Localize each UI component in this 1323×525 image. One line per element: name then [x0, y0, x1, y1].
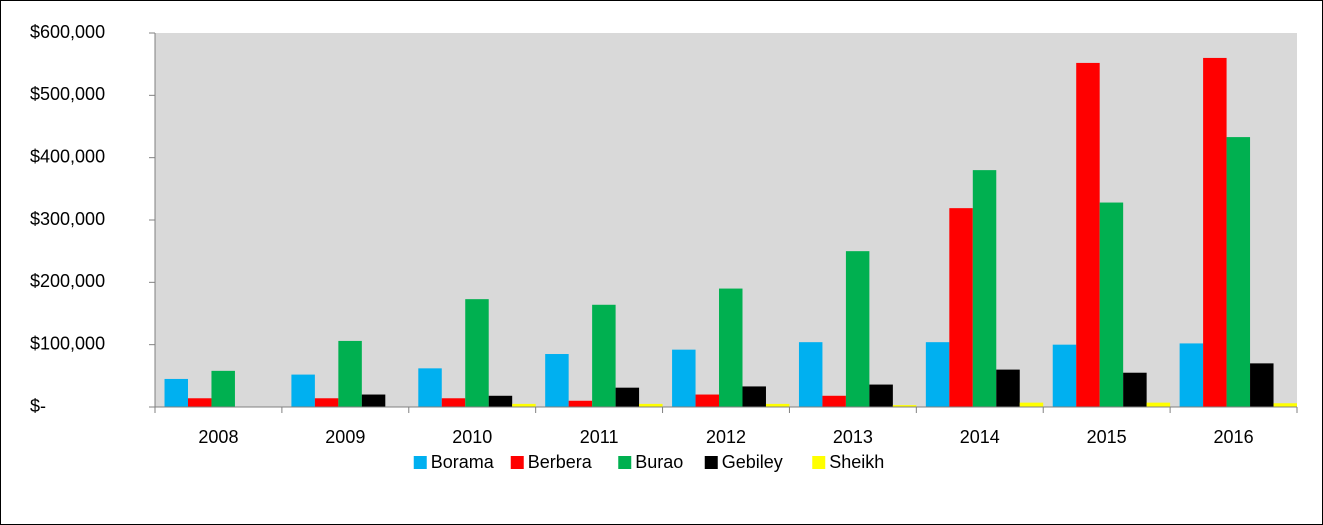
- legend-label: Borama: [431, 452, 495, 472]
- bar: [869, 384, 893, 407]
- bar: [512, 403, 536, 407]
- bar: [418, 368, 442, 407]
- bar: [765, 403, 790, 407]
- bar: [845, 251, 870, 407]
- x-tick-label: 2015: [1087, 427, 1127, 447]
- x-tick-label: 2016: [1214, 427, 1254, 447]
- bar: [1076, 62, 1100, 408]
- bar: [996, 369, 1020, 407]
- bar: [949, 208, 973, 407]
- bar: [441, 398, 466, 407]
- bar: [164, 378, 188, 407]
- bar: [639, 403, 663, 407]
- bar: [211, 370, 235, 407]
- legend-swatch: [510, 456, 524, 469]
- x-tick-label: 2012: [706, 427, 746, 447]
- legend-swatch: [812, 456, 826, 469]
- bar: [892, 405, 917, 407]
- bar: [615, 387, 640, 407]
- legend-label: Burao: [635, 452, 683, 472]
- x-tick-label: 2009: [325, 427, 365, 447]
- bar: [361, 394, 386, 407]
- bar: [719, 288, 743, 407]
- bar: [291, 374, 315, 407]
- y-tick-label: $400,000: [30, 146, 105, 166]
- bar: [822, 395, 846, 407]
- bar: [798, 342, 823, 407]
- legend-label: Berbera: [528, 452, 593, 472]
- legend-label: Sheikh: [829, 452, 884, 472]
- bar: [672, 349, 696, 407]
- bar: [1203, 57, 1227, 407]
- bar: [972, 170, 997, 407]
- y-tick-label: $-: [30, 396, 46, 416]
- bar: [488, 395, 513, 407]
- y-tick-label: $200,000: [30, 271, 105, 291]
- bar: [187, 398, 212, 407]
- y-tick-label: $500,000: [30, 84, 105, 104]
- bar: [1226, 137, 1251, 407]
- x-tick-label: 2013: [833, 427, 873, 447]
- bar: [1146, 402, 1171, 407]
- x-tick-label: 2014: [960, 427, 1000, 447]
- x-tick-label: 2010: [452, 427, 492, 447]
- bar: [465, 299, 489, 407]
- bar: [1273, 403, 1297, 407]
- bar: [568, 400, 593, 407]
- bar: [1123, 372, 1147, 407]
- x-tick-label: 2011: [580, 427, 619, 447]
- bar: [695, 394, 720, 407]
- bar: [1179, 343, 1204, 407]
- y-tick-label: $600,000: [30, 22, 105, 42]
- bar: [1099, 202, 1124, 407]
- legend-swatch: [618, 456, 632, 469]
- bar: [1052, 344, 1077, 407]
- bar: [1019, 402, 1044, 407]
- x-tick-label: 2008: [198, 427, 238, 447]
- bar: [742, 386, 766, 407]
- legend-swatch: [704, 456, 718, 469]
- legend-swatch: [413, 456, 427, 469]
- bar: [925, 342, 950, 407]
- legend-label: Gebiley: [722, 452, 783, 472]
- bar: [338, 340, 362, 407]
- bar: [1250, 363, 1274, 407]
- bar: [314, 398, 339, 407]
- bar: [545, 354, 569, 407]
- bar: [592, 304, 616, 407]
- y-tick-label: $300,000: [30, 209, 105, 229]
- y-tick-label: $100,000: [30, 333, 105, 353]
